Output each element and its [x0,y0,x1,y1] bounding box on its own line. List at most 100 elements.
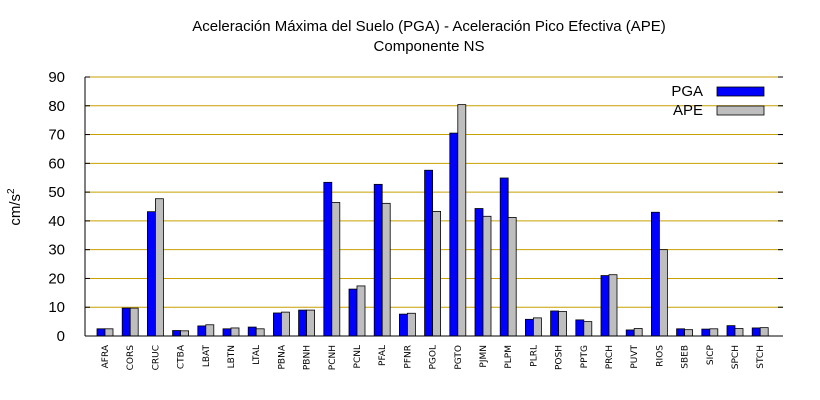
y-tick-label: 50 [48,184,65,201]
y-tick-label: 60 [48,155,65,172]
y-axis-label-exponent: 2 [6,188,17,194]
x-tick-label: PBNA [277,344,287,369]
bar-ape-plpm [507,217,517,337]
bar-ape-cruc [154,198,164,337]
bar-pga-pcnh [323,181,333,337]
x-tick-label: PCNH [328,345,338,370]
y-tick-label: 10 [48,299,65,316]
x-tick-label: PCNL [353,345,363,368]
x-tick-label: AFRA [101,344,111,368]
bar-ape-lbtn [230,327,240,337]
bar-ape-stch [759,327,769,337]
bar-pga-spch [726,325,736,337]
bar-ape-pgto [457,104,467,337]
bar-ape-prch [608,274,618,337]
bar-pga-cors [121,307,131,337]
bar-pga-pfal [373,183,383,337]
bar-pga-lbtn [222,328,232,337]
x-tick-label: PUVT [630,345,640,369]
legend-swatch-pga [716,86,765,97]
y-tick-labels: 0 10 20 30 40 50 60 70 80 90 [48,69,65,345]
bar-pga-afra [96,328,106,337]
x-tick-label: CRUC [151,345,161,370]
x-tick-label: SBEB [681,345,691,369]
y-tick-label: 90 [48,69,65,86]
bar-pga-plpm [499,177,509,337]
bars [96,104,769,337]
bar-ape-rios [659,249,668,337]
x-tick-label: PGTO [454,345,464,370]
bar-pga-stch [751,327,761,337]
bar-ape-pptg [583,321,593,337]
bar-pga-pjmn [474,208,484,337]
bar-pga-rios [651,211,660,337]
y-tick-label: 80 [48,98,65,115]
bar-ape-pcnl [356,285,366,337]
x-tick-label: SICP [706,344,716,365]
grid-lines [85,76,783,308]
x-tick-label: LBAT [202,345,212,368]
bar-pga-puvt [625,329,635,337]
bar-pga-sbeb [676,328,685,337]
chart-title: Aceleración Máxima del Suelo (PGA) - Ace… [192,18,666,35]
legend-swatch-ape [716,105,765,116]
bar-pga-pptg [575,319,585,337]
x-tick-labels: AFRA CORS CRUC CTBA LBAT LBTN LTAL PBNA PBNH PCNH… [101,344,766,370]
bar-ape-puvt [633,328,643,337]
chart-subtitle: Componente NS [374,38,485,55]
x-tick-label: POSH [555,345,565,370]
x-tick-label: PPTG [580,345,590,368]
x-tick-label: PGOL [429,345,439,370]
bar-ape-pbnh [306,309,316,337]
x-tick-label: LBTN [227,345,237,368]
bar-ape-ltal [255,328,265,337]
bar-ape-pfnr [406,312,416,337]
bar-ape-pjmn [482,215,492,337]
y-tick-label: 30 [48,242,65,259]
bar-pga-plrl [525,318,534,337]
y-tick-label: 70 [48,127,65,144]
bar-ape-spch [734,328,744,337]
bar-ape-lbat [205,324,215,337]
bar-ape-pfal [381,202,391,337]
bar-ape-cors [129,307,139,337]
bar-ape-plrl [533,317,542,337]
x-tick-label: PFNR [403,345,413,369]
bar-ape-afra [104,328,114,337]
x-tick-label: SPCH [731,345,741,369]
bar-ape-pgol [432,210,442,337]
y-tick-label: 20 [48,270,65,287]
y-axis-label: cm/s2 [6,188,24,226]
x-tick-label: PBNH [303,345,313,370]
x-tick-label: RIOS [655,345,665,367]
x-tick-label: STCH [756,345,766,369]
bar-pga-prch [600,275,610,337]
legend-label-pga: PGA [671,83,703,100]
y-tick-label: 40 [48,213,65,230]
x-tick-label: PRCH [605,345,615,369]
bar-pga-ctba [172,330,182,337]
legend-label-ape: APE [673,102,703,119]
x-tick-label: PLPM [504,345,514,369]
x-tick-label: LTAL [252,345,262,365]
y-axis-label-base: cm/s [7,194,24,226]
y-tick-label: 0 [57,328,65,345]
bar-pga-ltal [247,326,257,337]
bar-ape-posh [558,311,567,337]
bar-ape-sicp [709,328,719,337]
bar-pga-pbnh [298,309,308,337]
bar-pga-pcnl [348,288,358,337]
bar-pga-posh [550,310,559,337]
bar-pga-sicp [701,328,711,337]
axes [84,76,783,337]
x-tick-label: PJMN [479,345,489,368]
bar-pga-pfnr [398,313,408,337]
bar-pga-pbna [272,312,282,337]
x-tick-label: PFAL [378,345,388,366]
legend: PGA APE [671,83,765,119]
x-tick-label: CORS [126,345,136,371]
bar-ape-pcnh [331,202,341,337]
bar-ape-pbna [280,311,290,337]
bar-ape-ctba [180,330,190,337]
